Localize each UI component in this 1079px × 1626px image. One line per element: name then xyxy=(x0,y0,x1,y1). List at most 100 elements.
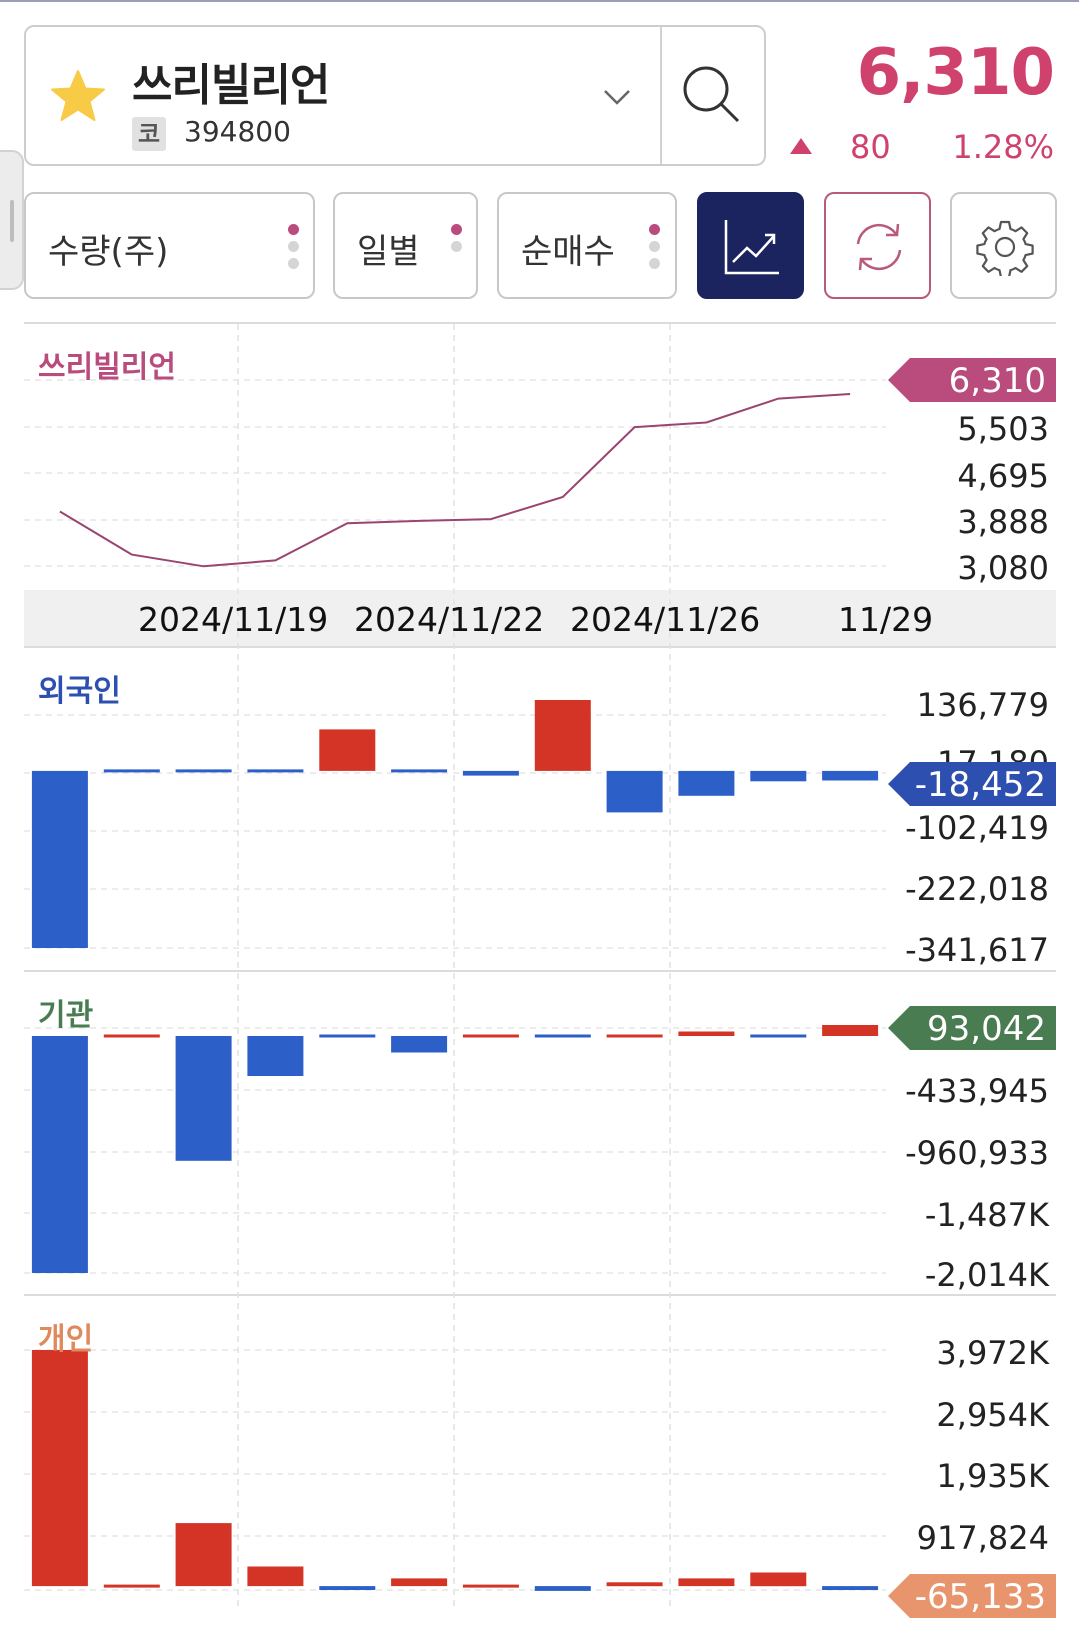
date-axis-band xyxy=(24,590,1056,646)
mode-label: 순매수 xyxy=(521,232,615,272)
grip-icon xyxy=(10,200,14,242)
last-individual-value: -65,133 xyxy=(914,1577,1046,1617)
more-dots-icon xyxy=(288,224,300,272)
chart-view-button[interactable] xyxy=(697,192,804,299)
bar-3-10 xyxy=(750,1572,807,1587)
last-institution-value: 93,042 xyxy=(927,1009,1046,1049)
stock-name: 쓰리빌리언 xyxy=(132,60,330,111)
mode-selector[interactable]: 순매수 xyxy=(497,192,677,299)
bar-2-0 xyxy=(31,1036,88,1273)
panel-separator xyxy=(24,970,1056,972)
bar-2-7 xyxy=(534,1034,591,1038)
bar-1-6 xyxy=(462,770,519,776)
date-label: 2024/11/26 xyxy=(570,600,761,639)
y-tick-label: 136,779 xyxy=(916,686,1049,724)
chevron-down-icon[interactable] xyxy=(602,87,632,107)
code-badge: 코 xyxy=(132,117,166,151)
y-tick-label: -433,945 xyxy=(905,1072,1049,1110)
bar-2-3 xyxy=(247,1036,304,1076)
y-tick-label: -222,018 xyxy=(905,870,1049,908)
chart-top-border xyxy=(24,322,1056,324)
settings-button[interactable] xyxy=(950,192,1057,299)
y-tick-label: 2,954K xyxy=(936,1396,1049,1434)
y-tick-label: -1,487K xyxy=(924,1196,1049,1234)
refresh-icon xyxy=(856,223,902,271)
bar-3-4 xyxy=(319,1586,376,1590)
y-tick-label: 3,080 xyxy=(957,549,1049,587)
y-tick-label: 3,888 xyxy=(957,503,1049,541)
last-price-value: 6,310 xyxy=(948,361,1046,401)
last-individual-flag: -65,133 xyxy=(888,1574,1056,1618)
unit-selector[interactable]: 수량(주) xyxy=(24,192,315,299)
individual-panel-label: 개인 xyxy=(38,1322,94,1357)
panel-separator xyxy=(24,1294,1056,1296)
refresh-button[interactable] xyxy=(824,192,931,299)
price-change-percent: 1.28% xyxy=(952,128,1054,166)
divider xyxy=(660,27,662,164)
bar-2-10 xyxy=(750,1034,807,1038)
bar-2-11 xyxy=(822,1025,879,1036)
last-price-flag: 6,310 xyxy=(888,358,1056,402)
bar-3-8 xyxy=(606,1582,663,1587)
bar-2-6 xyxy=(462,1034,519,1038)
panel-separator xyxy=(24,646,1056,648)
y-tick-label: 1,935K xyxy=(936,1457,1049,1495)
y-tick-label: 5,503 xyxy=(957,410,1049,448)
period-selector[interactable]: 일별 xyxy=(333,192,478,299)
up-triangle-icon xyxy=(790,138,812,154)
bar-3-5 xyxy=(391,1578,448,1587)
bar-1-7 xyxy=(534,700,591,771)
bar-3-1 xyxy=(103,1584,160,1588)
y-tick-label: -960,933 xyxy=(905,1134,1049,1172)
bar-2-5 xyxy=(391,1036,448,1053)
more-dots-icon xyxy=(649,224,661,272)
bar-1-5 xyxy=(391,769,448,773)
price-change: 80 xyxy=(850,128,891,166)
price-line xyxy=(59,393,851,568)
bar-3-3 xyxy=(247,1566,304,1587)
line-chart-icon xyxy=(724,220,779,275)
bar-2-1 xyxy=(103,1034,160,1038)
date-label: 11/29 xyxy=(838,600,934,639)
y-tick-label: 4,695 xyxy=(957,457,1049,495)
y-tick-label: -102,419 xyxy=(905,809,1049,847)
bar-2-9 xyxy=(678,1031,735,1036)
bar-1-8 xyxy=(606,770,663,813)
period-label: 일별 xyxy=(357,232,420,272)
bar-3-2 xyxy=(175,1523,232,1587)
y-tick-label: 917,824 xyxy=(916,1519,1049,1557)
bar-3-9 xyxy=(678,1578,735,1587)
bar-1-10 xyxy=(750,770,807,782)
search-icon[interactable] xyxy=(676,59,746,129)
date-label: 2024/11/19 xyxy=(138,600,329,639)
bar-2-2 xyxy=(175,1036,232,1161)
bar-2-4 xyxy=(319,1034,376,1038)
bar-1-3 xyxy=(247,769,304,773)
bar-3-0 xyxy=(31,1350,88,1587)
current-price: 6,310 xyxy=(856,36,1055,110)
price-panel-label: 쓰리빌리언 xyxy=(38,350,176,385)
top-border xyxy=(0,0,1079,2)
unit-label: 수량(주) xyxy=(48,232,169,272)
bar-1-4 xyxy=(319,729,376,771)
foreign-panel-label: 외국인 xyxy=(38,674,121,709)
stock-code: 394800 xyxy=(184,115,291,148)
bar-3-7 xyxy=(534,1586,591,1591)
bar-3-11 xyxy=(822,1586,879,1590)
institution-panel-label: 기관 xyxy=(38,998,94,1033)
gear-icon xyxy=(976,220,1034,276)
side-drawer-handle[interactable] xyxy=(0,150,24,290)
star-icon[interactable] xyxy=(48,67,108,127)
last-institution-flag: 93,042 xyxy=(888,1006,1056,1050)
y-tick-label: -341,617 xyxy=(905,931,1049,969)
bar-1-9 xyxy=(678,770,735,796)
stock-selector[interactable]: 쓰리빌리언 코 394800 xyxy=(24,25,766,166)
bar-1-1 xyxy=(103,769,160,773)
bar-1-11 xyxy=(822,770,879,781)
bar-2-8 xyxy=(606,1034,663,1038)
more-dots-icon xyxy=(451,224,463,272)
bar-3-6 xyxy=(462,1584,519,1588)
bar-1-0 xyxy=(31,770,88,948)
bar-1-2 xyxy=(175,769,232,773)
